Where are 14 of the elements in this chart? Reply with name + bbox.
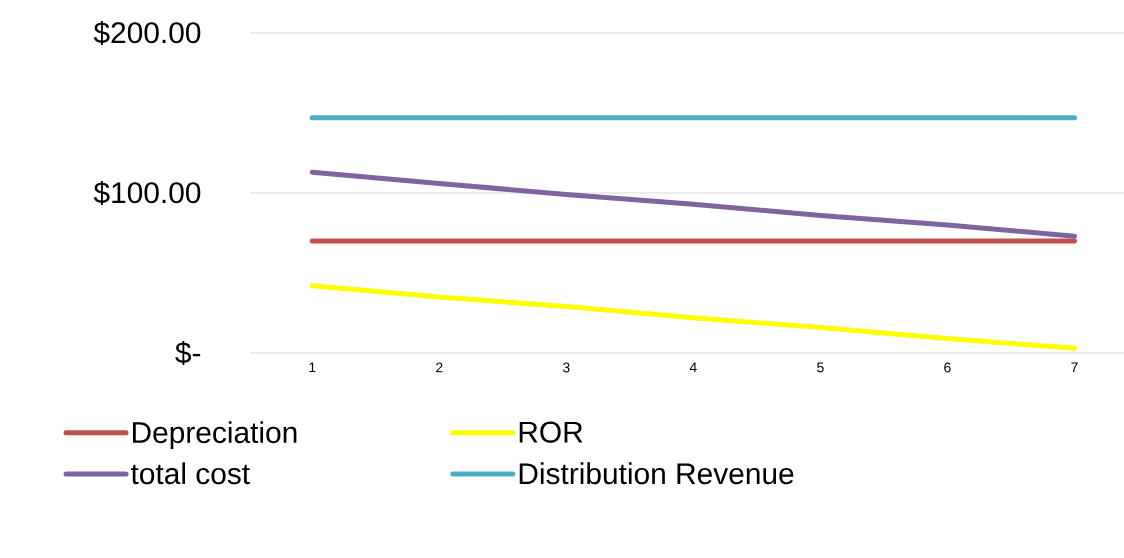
x-tick-label: 6 xyxy=(944,362,951,373)
y-tick-label: $- xyxy=(175,340,201,366)
legend-label: Distribution Revenue xyxy=(519,462,794,485)
x-tick-label: 5 xyxy=(817,362,824,373)
x-tick-label: 7 xyxy=(1071,362,1078,373)
y-tick-label: $200.00 xyxy=(93,20,201,46)
legend-label: ROR xyxy=(519,421,583,443)
x-tick-label: 1 xyxy=(309,362,316,373)
legend-label: Depreciation xyxy=(132,421,297,450)
x-tick-label: 3 xyxy=(562,362,570,373)
x-tick-label: 2 xyxy=(436,362,443,373)
x-tick-label: 4 xyxy=(689,362,697,373)
legend-label: total cost xyxy=(130,462,250,485)
y-tick-label: $100.00 xyxy=(93,180,201,206)
